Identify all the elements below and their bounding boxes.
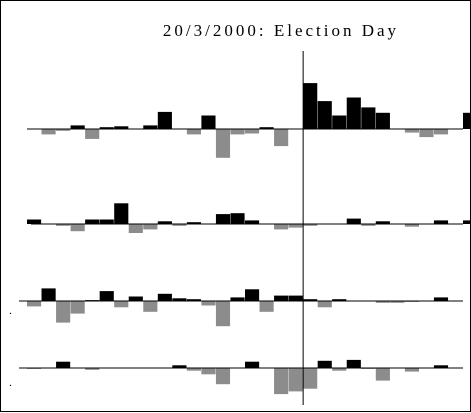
bar-series-4-period-25 xyxy=(375,368,390,381)
bar-series-2-period-10 xyxy=(157,221,172,224)
bar-series-2-period-29 xyxy=(433,220,449,224)
bar-series-2-period-6 xyxy=(99,219,114,224)
bar-series-2-period-11 xyxy=(172,224,187,226)
bar-series-4-period-19 xyxy=(288,368,303,392)
bar-series-4-period-3 xyxy=(56,361,71,368)
bar-series-4-period-12 xyxy=(186,368,201,371)
bar-series-4-period-20 xyxy=(303,368,318,389)
bar-series-2-period-19 xyxy=(288,224,303,228)
bar-series-3-period-21 xyxy=(317,301,332,308)
bar-series-1-period-13 xyxy=(201,115,216,129)
bar-series-2-period-1 xyxy=(27,219,42,224)
bar-series-3-period-22 xyxy=(332,299,347,301)
bar-series-1-period-18 xyxy=(274,129,289,147)
bar-series-3-period-20 xyxy=(303,299,318,301)
bar-series-4-period-21 xyxy=(317,360,332,368)
bar-series-2-period-25 xyxy=(375,221,390,224)
bar-series-1-period-31 xyxy=(463,112,471,129)
bar-series-1-period-24 xyxy=(361,107,376,129)
bar-series-1-period-6 xyxy=(99,127,114,129)
bar-series-1-period-28 xyxy=(419,129,434,138)
bar-series-1-period-9 xyxy=(143,125,158,129)
bars-layer xyxy=(27,83,471,395)
bar-series-3-period-16 xyxy=(245,289,260,301)
bar-series-3-period-13 xyxy=(201,301,216,306)
bar-series-4-period-11 xyxy=(172,365,187,368)
bar-series-1-period-3 xyxy=(56,129,71,131)
bar-series-1-period-14 xyxy=(215,129,231,158)
bar-series-2-period-5 xyxy=(85,219,100,224)
bar-series-1-period-4 xyxy=(70,125,85,129)
bar-series-4-period-29 xyxy=(433,365,449,368)
bar-series-3-period-12 xyxy=(186,299,201,301)
bar-series-2-period-4 xyxy=(70,224,85,232)
bar-series-1-period-29 xyxy=(433,129,449,135)
bar-series-1-period-5 xyxy=(85,129,100,139)
bar-series-3-period-6 xyxy=(99,291,114,301)
bar-series-3-period-11 xyxy=(172,298,187,301)
bar-series-1-period-12 xyxy=(186,129,201,135)
bar-series-3-period-7 xyxy=(114,301,129,308)
bar-series-3-period-26 xyxy=(390,301,405,303)
bar-series-1-period-17 xyxy=(259,127,274,129)
bar-series-2-period-15 xyxy=(230,213,245,224)
bar-series-4-period-18 xyxy=(274,368,289,395)
bar-series-1-period-16 xyxy=(245,129,260,134)
bar-series-4-period-16 xyxy=(245,361,260,368)
bar-series-1-period-10 xyxy=(157,111,172,129)
bar-series-2-period-31 xyxy=(463,220,471,224)
bar-series-2-period-7 xyxy=(114,203,129,224)
bar-series-2-period-8 xyxy=(128,224,143,233)
bar-series-1-period-20 xyxy=(303,83,318,129)
bar-series-2-period-23 xyxy=(346,218,361,224)
bar-series-4-period-14 xyxy=(215,368,231,385)
bar-series-4-period-22 xyxy=(332,368,347,371)
bar-series-3-period-18 xyxy=(274,295,289,301)
bar-series-1-period-25 xyxy=(375,112,390,129)
bar-series-4-period-5 xyxy=(85,368,100,370)
bar-series-1-period-7 xyxy=(114,126,129,129)
bar-series-1-period-2 xyxy=(41,129,56,135)
bar-series-2-period-20 xyxy=(303,224,318,226)
bar-series-3-period-15 xyxy=(230,297,245,301)
bar-series-3-period-3 xyxy=(56,301,71,323)
bar-series-2-period-27 xyxy=(404,224,419,227)
bar-series-3-period-2 xyxy=(41,288,56,301)
bar-series-2-period-24 xyxy=(361,224,376,226)
bar-series-1-period-27 xyxy=(404,129,419,133)
bar-series-2-period-12 xyxy=(186,222,201,224)
bar-series-1-period-21 xyxy=(317,101,332,129)
bar-series-3-period-8 xyxy=(128,296,143,301)
bar-series-3-period-4 xyxy=(70,301,85,314)
bar-series-4-period-27 xyxy=(404,368,419,372)
stray-mark-2: . xyxy=(9,375,12,389)
bar-series-3-period-25 xyxy=(375,301,390,303)
bar-series-1-period-15 xyxy=(230,129,245,135)
bar-series-1-period-22 xyxy=(332,115,347,129)
bar-series-2-period-14 xyxy=(215,214,231,224)
bar-series-3-period-9 xyxy=(143,301,158,312)
bar-series-4-period-23 xyxy=(346,359,361,368)
bar-series-3-period-29 xyxy=(433,297,449,301)
bar-series-2-period-18 xyxy=(274,224,289,230)
bar-series-4-period-13 xyxy=(201,368,216,375)
bar-series-2-period-3 xyxy=(56,224,71,226)
bar-series-3-period-1 xyxy=(27,301,42,307)
stray-mark-1: . xyxy=(9,303,12,317)
bar-series-3-period-19 xyxy=(288,295,303,301)
bar-series-2-period-9 xyxy=(143,224,158,230)
chart-title: 20/3/2000: Election Day xyxy=(163,21,399,40)
bar-series-1-period-23 xyxy=(346,97,361,129)
bar-series-3-period-17 xyxy=(259,301,274,312)
bar-series-2-period-16 xyxy=(245,220,260,224)
axes-layer xyxy=(19,51,463,405)
bar-series-3-period-10 xyxy=(157,293,172,301)
bar-series-3-period-14 xyxy=(215,301,231,327)
